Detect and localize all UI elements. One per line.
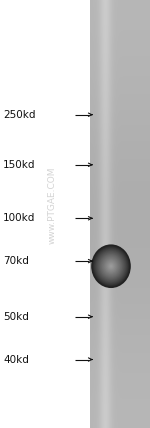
Ellipse shape [103, 258, 119, 275]
Ellipse shape [109, 264, 113, 268]
Text: 250kd: 250kd [3, 110, 36, 120]
Ellipse shape [104, 259, 118, 273]
Ellipse shape [102, 257, 120, 276]
Ellipse shape [95, 249, 127, 284]
Ellipse shape [94, 248, 128, 285]
Ellipse shape [100, 255, 122, 278]
Ellipse shape [91, 244, 131, 288]
Ellipse shape [106, 260, 116, 272]
Ellipse shape [98, 252, 124, 281]
Ellipse shape [108, 263, 114, 269]
Ellipse shape [100, 254, 122, 279]
Text: 150kd: 150kd [3, 160, 36, 170]
Ellipse shape [99, 253, 123, 279]
Text: 40kd: 40kd [3, 354, 29, 365]
Ellipse shape [110, 265, 112, 268]
Ellipse shape [104, 258, 118, 274]
Ellipse shape [108, 262, 114, 270]
Ellipse shape [102, 256, 120, 276]
Text: 70kd: 70kd [3, 256, 29, 266]
Ellipse shape [96, 250, 126, 282]
Ellipse shape [106, 261, 116, 271]
Ellipse shape [98, 253, 124, 280]
Text: www.PTGAE.COM: www.PTGAE.COM [48, 166, 57, 244]
Ellipse shape [97, 251, 125, 282]
Ellipse shape [93, 247, 129, 286]
Ellipse shape [105, 260, 117, 273]
Ellipse shape [93, 246, 129, 287]
Ellipse shape [92, 245, 130, 287]
Ellipse shape [101, 255, 121, 277]
Ellipse shape [94, 247, 128, 285]
Text: 100kd: 100kd [3, 213, 35, 223]
Ellipse shape [110, 265, 112, 267]
Text: 50kd: 50kd [3, 312, 29, 322]
Ellipse shape [107, 262, 115, 270]
Ellipse shape [96, 250, 126, 283]
